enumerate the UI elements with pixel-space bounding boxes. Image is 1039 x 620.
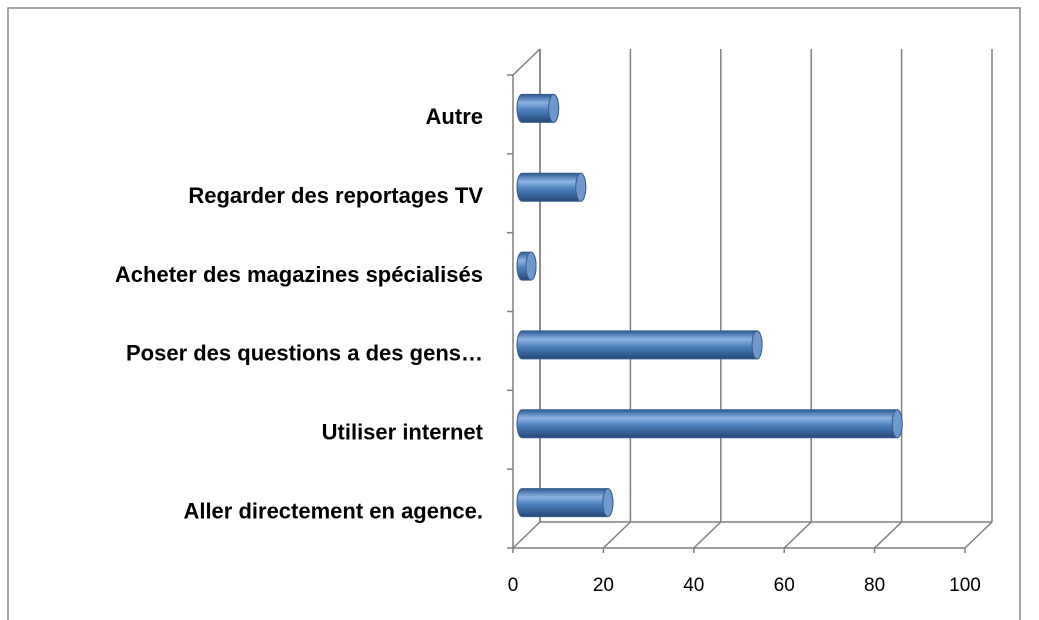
- y-tick-label: Poser des questions a des gens…: [126, 341, 483, 366]
- bar-cap: [575, 172, 587, 202]
- y-tick-label: Aller directement en agence.: [183, 498, 483, 523]
- left-wall: [512, 48, 541, 76]
- grid-line: [964, 521, 993, 549]
- bar-cap: [548, 93, 560, 123]
- bar: [516, 409, 903, 439]
- x-tick-label: 100: [949, 575, 981, 596]
- grid-line: [783, 521, 812, 549]
- bar-cap: [891, 409, 903, 439]
- grid-line: [693, 521, 722, 549]
- y-tick-label: Utiliser internet: [322, 420, 484, 445]
- x-tick-label: 0: [508, 575, 519, 596]
- bar: [516, 330, 763, 360]
- x-tick-label: 40: [683, 575, 704, 596]
- bar-cap: [602, 488, 614, 518]
- grid-line: [512, 521, 541, 549]
- y-tick-label: Autre: [426, 104, 483, 129]
- bar-cap: [751, 330, 763, 360]
- y-tick-label: Acheter des magazines spécialisés: [115, 262, 483, 287]
- bar: [516, 488, 614, 518]
- chart-border: [7, 7, 1021, 620]
- y-tick-label: Regarder des reportages TV: [188, 183, 483, 208]
- grid-line: [874, 521, 903, 549]
- x-tick-label: 20: [593, 575, 614, 596]
- bar-cap: [525, 251, 537, 281]
- grid-line: [602, 521, 631, 549]
- x-tick-label: 80: [864, 575, 885, 596]
- x-tick-label: 60: [774, 575, 795, 596]
